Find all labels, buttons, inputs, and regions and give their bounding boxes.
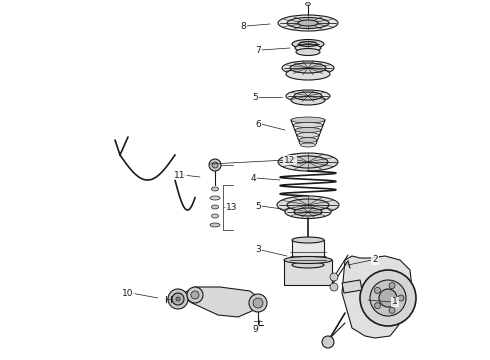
Text: 10: 10 — [122, 288, 134, 297]
Circle shape — [187, 287, 203, 303]
Ellipse shape — [300, 143, 316, 147]
Ellipse shape — [290, 63, 326, 73]
Circle shape — [330, 283, 338, 291]
Polygon shape — [342, 280, 362, 293]
Circle shape — [212, 162, 218, 168]
Ellipse shape — [296, 49, 320, 55]
Text: 1: 1 — [392, 297, 398, 306]
Circle shape — [360, 270, 416, 326]
Circle shape — [398, 295, 404, 301]
Text: 11: 11 — [174, 171, 186, 180]
Text: 7: 7 — [255, 45, 261, 54]
Ellipse shape — [294, 208, 322, 216]
Ellipse shape — [284, 256, 332, 264]
Text: 2: 2 — [372, 256, 378, 265]
Ellipse shape — [212, 187, 219, 191]
Ellipse shape — [291, 95, 325, 105]
Circle shape — [176, 297, 180, 301]
Ellipse shape — [212, 205, 219, 209]
Text: 4: 4 — [250, 174, 256, 183]
Ellipse shape — [294, 92, 322, 100]
Ellipse shape — [299, 41, 317, 46]
Ellipse shape — [286, 68, 330, 80]
Text: 3: 3 — [255, 246, 261, 255]
Circle shape — [374, 287, 380, 293]
Circle shape — [389, 307, 395, 313]
Ellipse shape — [298, 20, 318, 26]
Polygon shape — [292, 240, 324, 265]
Text: 12: 12 — [284, 156, 295, 165]
Ellipse shape — [286, 90, 330, 102]
Ellipse shape — [292, 262, 324, 268]
Ellipse shape — [299, 138, 317, 143]
Ellipse shape — [292, 40, 324, 49]
Circle shape — [209, 159, 221, 171]
Circle shape — [172, 293, 184, 305]
Ellipse shape — [212, 214, 219, 218]
Ellipse shape — [277, 196, 339, 214]
Circle shape — [389, 283, 395, 289]
Ellipse shape — [292, 237, 324, 243]
Ellipse shape — [288, 156, 328, 168]
Circle shape — [322, 336, 334, 348]
Polygon shape — [284, 260, 332, 285]
Circle shape — [191, 291, 199, 299]
Circle shape — [370, 280, 406, 316]
Ellipse shape — [287, 18, 329, 28]
Circle shape — [330, 273, 338, 281]
Ellipse shape — [278, 15, 338, 31]
Ellipse shape — [210, 196, 220, 200]
Ellipse shape — [282, 61, 334, 75]
Ellipse shape — [293, 122, 323, 127]
Text: 8: 8 — [240, 22, 246, 31]
Ellipse shape — [210, 223, 220, 227]
Polygon shape — [180, 287, 260, 317]
Ellipse shape — [295, 45, 321, 51]
Ellipse shape — [295, 127, 321, 132]
Text: 13: 13 — [226, 202, 238, 212]
Circle shape — [374, 303, 380, 309]
Circle shape — [249, 294, 267, 312]
Ellipse shape — [305, 3, 311, 5]
Ellipse shape — [291, 117, 325, 123]
Text: 5: 5 — [255, 202, 261, 211]
Polygon shape — [342, 256, 412, 338]
Circle shape — [379, 289, 397, 307]
Ellipse shape — [285, 206, 331, 219]
Text: 5: 5 — [252, 93, 258, 102]
Text: 9: 9 — [252, 325, 258, 334]
Text: 6: 6 — [255, 120, 261, 129]
Circle shape — [168, 289, 188, 309]
Ellipse shape — [278, 153, 338, 171]
Ellipse shape — [287, 199, 329, 211]
Circle shape — [253, 298, 263, 308]
Ellipse shape — [297, 132, 319, 138]
